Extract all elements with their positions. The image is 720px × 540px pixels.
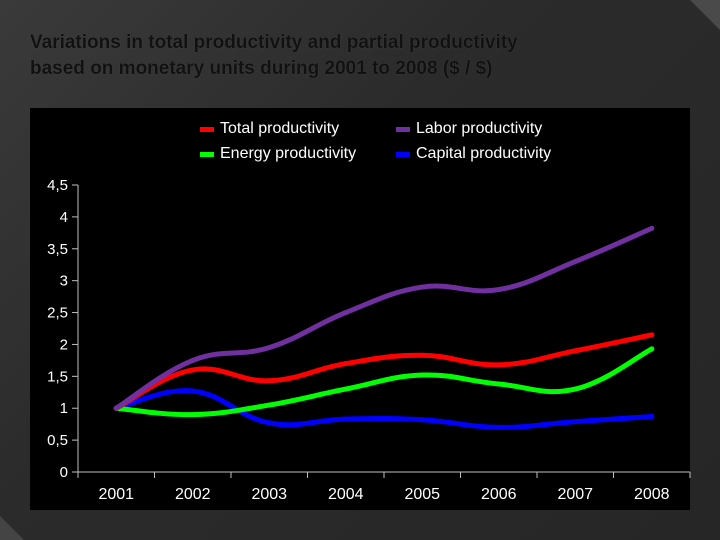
- data-point-total-productivity: [572, 348, 578, 354]
- data-point-energy-productivity: [419, 372, 425, 378]
- y-tick-label: 3,5: [47, 241, 68, 258]
- legend-item-capital: Capital productivity: [396, 143, 551, 165]
- legend-label: Total productivity: [220, 120, 340, 137]
- title-line: based on monetary units during 2001 to 2…: [30, 58, 493, 79]
- y-tick-label: 0: [60, 464, 68, 481]
- legend-swatch: [200, 151, 214, 157]
- slide-title: Variations in total productivity and par…: [30, 30, 670, 82]
- legend-label: Energy productivity: [220, 145, 357, 162]
- y-tick-label: 4,5: [47, 177, 68, 194]
- data-point-energy-productivity: [343, 386, 349, 392]
- x-tick-label: 2006: [481, 486, 517, 503]
- data-point-labor-productivity: [343, 310, 349, 316]
- data-point-labor-productivity: [649, 225, 655, 231]
- data-point-total-productivity: [649, 332, 655, 338]
- data-point-energy-productivity: [266, 402, 272, 408]
- y-tick-label: 1,5: [47, 368, 68, 385]
- data-point-total-productivity: [419, 352, 425, 358]
- data-point-capital-productivity: [266, 420, 272, 426]
- legend-item-labor: Labor productivity: [396, 118, 542, 140]
- y-tick-label: 2: [60, 336, 68, 353]
- x-tick-label: 2007: [557, 486, 593, 503]
- data-point-labor-productivity: [190, 357, 196, 363]
- title-line: Variations in total productivity and par…: [30, 32, 518, 53]
- data-point-labor-productivity: [572, 259, 578, 265]
- series-line-labor-productivity: [113, 225, 655, 411]
- data-point-energy-productivity: [572, 386, 578, 392]
- legend-label: Capital productivity: [416, 145, 552, 162]
- series-line-total-productivity: [113, 332, 655, 411]
- legend-swatch: [396, 126, 410, 132]
- data-point-labor-productivity: [419, 284, 425, 290]
- data-point-energy-productivity: [649, 346, 655, 352]
- x-tick-label: 2003: [251, 486, 287, 503]
- data-point-labor-productivity: [266, 345, 272, 351]
- y-tick-label: 4: [60, 209, 68, 226]
- chart-legend: Total productivity Labor productivity En…: [200, 118, 600, 170]
- y-tick-label: 2,5: [47, 305, 68, 322]
- x-tick-label: 2002: [175, 486, 211, 503]
- data-point-energy-productivity: [496, 381, 502, 387]
- y-tick-label: 3: [60, 273, 68, 290]
- legend-swatch: [200, 126, 214, 132]
- corner-decoration: [690, 0, 720, 30]
- data-point-total-productivity: [266, 378, 272, 384]
- legend-label: Labor productivity: [416, 120, 543, 137]
- data-point-total-productivity: [496, 362, 502, 368]
- data-point-capital-productivity: [572, 419, 578, 425]
- data-point-capital-productivity: [190, 388, 196, 394]
- data-point-capital-productivity: [343, 416, 349, 422]
- corner-decoration: [0, 516, 24, 540]
- y-tick-label: 0,5: [47, 432, 68, 449]
- data-point-capital-productivity: [419, 417, 425, 423]
- legend-swatch: [396, 151, 410, 157]
- legend-item-total: Total productivity: [200, 118, 339, 140]
- x-tick-label: 2004: [328, 486, 364, 503]
- legend-item-energy: Energy productivity: [200, 143, 356, 165]
- data-point-capital-productivity: [649, 414, 655, 420]
- data-point-capital-productivity: [496, 424, 502, 430]
- x-tick-label: 2001: [98, 486, 134, 503]
- data-point-labor-productivity: [496, 287, 502, 293]
- data-point-labor-productivity: [113, 405, 119, 411]
- y-tick-label: 1: [60, 400, 68, 417]
- data-point-total-productivity: [190, 367, 196, 373]
- series-line-capital-productivity: [113, 388, 655, 430]
- data-point-energy-productivity: [190, 412, 196, 418]
- data-point-total-productivity: [343, 361, 349, 367]
- x-tick-label: 2005: [404, 486, 440, 503]
- x-tick-label: 2008: [634, 486, 670, 503]
